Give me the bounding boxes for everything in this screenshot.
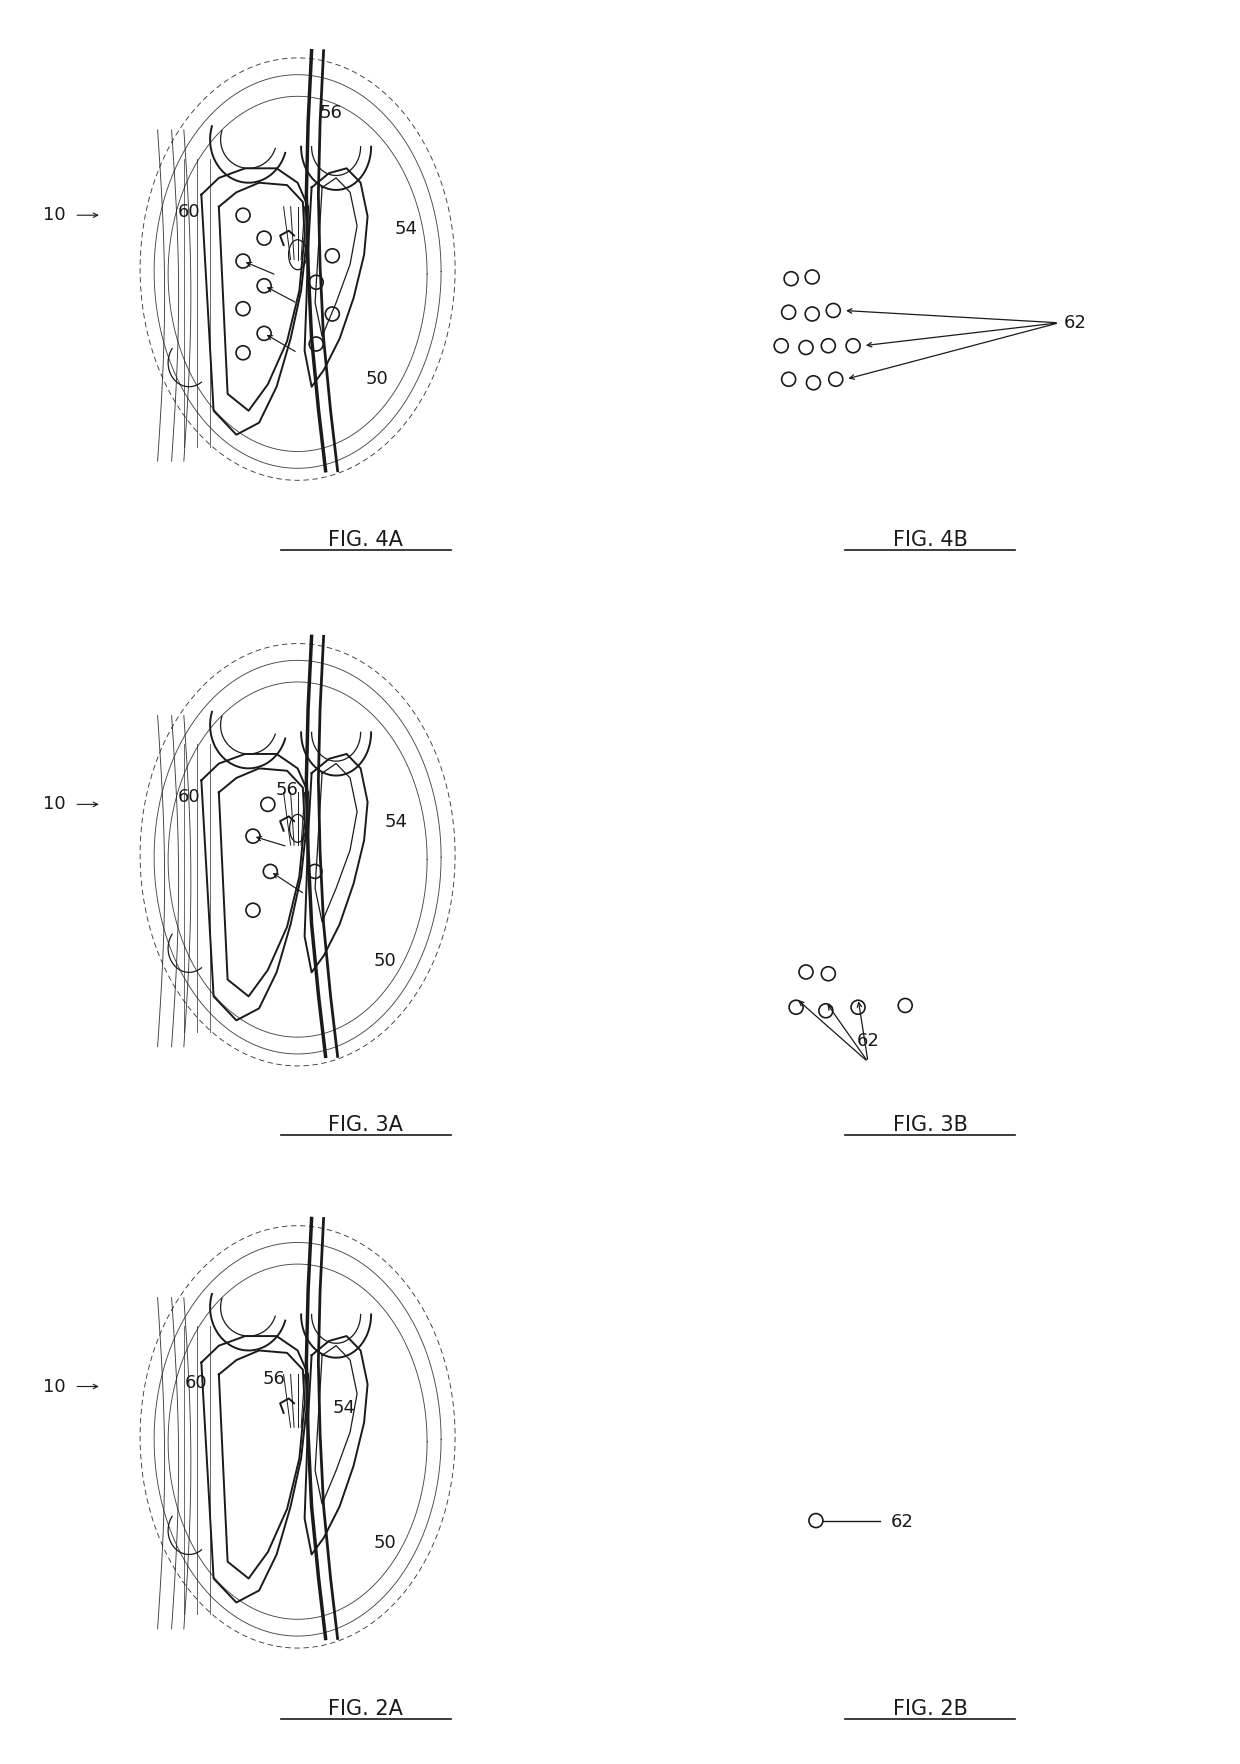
Text: 10: 10 [43, 796, 66, 813]
Text: 62: 62 [890, 1514, 913, 1531]
Text: 62: 62 [1064, 314, 1086, 332]
Text: FIG. 3B: FIG. 3B [893, 1115, 967, 1136]
Text: FIG. 2A: FIG. 2A [329, 1699, 403, 1720]
Text: 50: 50 [373, 953, 396, 970]
Text: 60: 60 [177, 789, 200, 806]
Text: 54: 54 [332, 1399, 356, 1416]
Text: 50: 50 [366, 370, 388, 388]
Text: FIG. 4B: FIG. 4B [893, 529, 967, 550]
Text: 56: 56 [275, 781, 298, 799]
Text: 50: 50 [373, 1535, 396, 1552]
Text: 60: 60 [185, 1374, 207, 1392]
Text: 60: 60 [177, 203, 200, 220]
Text: FIG. 4A: FIG. 4A [329, 529, 403, 550]
Text: 62: 62 [857, 1032, 879, 1050]
Text: 10: 10 [43, 206, 66, 224]
Text: 56: 56 [320, 104, 342, 122]
Text: 54: 54 [394, 220, 418, 238]
Text: FIG. 3A: FIG. 3A [329, 1115, 403, 1136]
Text: FIG. 2B: FIG. 2B [893, 1699, 967, 1720]
Text: 10: 10 [43, 1378, 66, 1395]
Text: 54: 54 [384, 813, 408, 831]
Text: 56: 56 [263, 1371, 285, 1388]
